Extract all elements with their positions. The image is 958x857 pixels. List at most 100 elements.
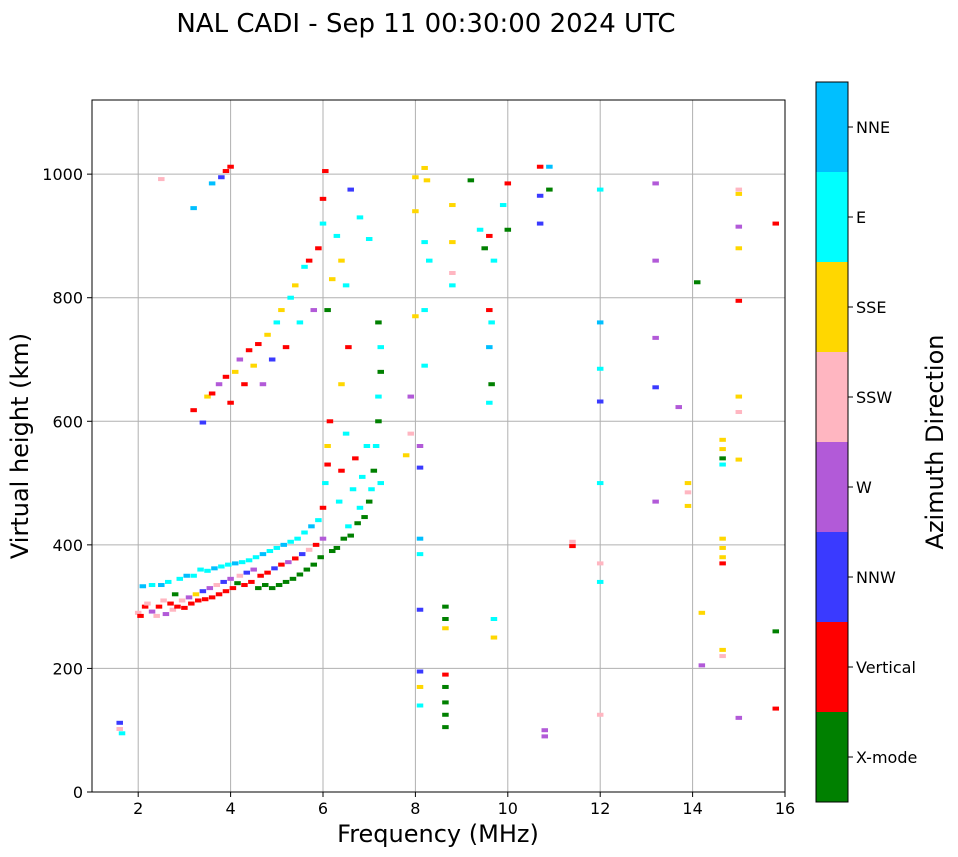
data-point-nne bbox=[211, 566, 218, 571]
data-point-vertical bbox=[241, 382, 248, 387]
data-point-sse bbox=[412, 314, 419, 319]
data-point-e bbox=[294, 536, 301, 541]
data-point-x-mode bbox=[693, 280, 701, 285]
data-point-e bbox=[377, 481, 384, 486]
data-point-sse bbox=[490, 635, 498, 640]
data-point-vertical bbox=[719, 561, 726, 566]
data-point-vertical bbox=[326, 419, 334, 424]
data-points bbox=[116, 164, 780, 739]
data-point-nne bbox=[183, 573, 190, 578]
data-point-e bbox=[342, 431, 350, 436]
y-tick-label: 200 bbox=[52, 659, 83, 678]
data-point-vertical bbox=[305, 258, 313, 263]
data-point-sse bbox=[412, 175, 419, 180]
data-point-e bbox=[356, 505, 364, 510]
data-point-nnw bbox=[416, 607, 424, 612]
data-point-e bbox=[322, 481, 329, 486]
data-point-x-mode bbox=[504, 227, 512, 232]
data-point-sse bbox=[698, 610, 706, 615]
data-point-e bbox=[490, 617, 498, 621]
data-point-x-mode bbox=[377, 369, 384, 374]
plot-area: 2 4 6 8 10 12 14 16 0 200 400 600 800 1000 bbox=[42, 99, 795, 818]
data-point-nnw bbox=[218, 175, 225, 180]
data-point-e bbox=[375, 394, 382, 399]
colorbar-tick-label: W bbox=[856, 478, 872, 497]
data-point-w bbox=[652, 258, 659, 263]
data-point-x-mode bbox=[282, 579, 290, 584]
data-point-x-mode bbox=[333, 545, 341, 550]
data-point-nnw bbox=[298, 552, 306, 557]
data-point-vertical bbox=[772, 221, 780, 226]
data-point-e bbox=[359, 474, 366, 479]
data-point-vertical bbox=[222, 589, 230, 594]
data-point-vertical bbox=[229, 586, 237, 591]
data-point-ssw bbox=[596, 712, 604, 717]
data-point-vertical bbox=[319, 196, 327, 201]
data-point-sse bbox=[684, 503, 692, 508]
data-point-w bbox=[259, 382, 267, 387]
data-point-vertical bbox=[167, 601, 174, 606]
colorbar-segment bbox=[816, 82, 848, 172]
data-point-w bbox=[185, 595, 193, 600]
data-point-e bbox=[335, 499, 343, 504]
data-point-nnw bbox=[416, 465, 424, 470]
data-point-e bbox=[345, 524, 352, 529]
data-point-ssw bbox=[684, 490, 692, 495]
data-point-vertical bbox=[208, 391, 216, 396]
data-point-x-mode bbox=[375, 320, 382, 325]
data-point-nne bbox=[208, 181, 216, 186]
data-point-nne bbox=[158, 583, 165, 588]
y-axis-ticks: 0 200 400 600 800 1000 bbox=[42, 165, 92, 802]
data-point-w bbox=[148, 609, 156, 614]
data-point-e bbox=[301, 530, 308, 535]
colorbar-tick-label: E bbox=[856, 208, 866, 227]
plot-frame bbox=[91, 99, 786, 793]
data-point-w bbox=[675, 405, 682, 410]
data-point-e bbox=[421, 363, 428, 368]
data-point-x-mode bbox=[347, 533, 354, 538]
data-point-x-mode bbox=[234, 581, 241, 586]
data-point-e bbox=[365, 237, 373, 242]
data-point-sse bbox=[719, 437, 726, 442]
data-point-e bbox=[421, 308, 428, 313]
data-point-vertical bbox=[504, 181, 512, 186]
data-point-vertical bbox=[278, 562, 285, 567]
data-point-vertical bbox=[222, 169, 230, 174]
data-point-nnw bbox=[596, 399, 604, 404]
data-point-sse bbox=[324, 444, 331, 448]
data-point-e bbox=[363, 444, 371, 448]
data-point-e bbox=[204, 568, 211, 573]
data-point-x-mode bbox=[442, 700, 449, 705]
data-point-vertical bbox=[137, 613, 144, 618]
data-point-vertical bbox=[215, 592, 223, 597]
data-point-e bbox=[238, 560, 246, 565]
data-point-nne bbox=[259, 552, 267, 557]
data-point-x-mode bbox=[488, 382, 495, 387]
y-tick-label: 1000 bbox=[42, 165, 83, 184]
data-point-sse bbox=[412, 209, 419, 214]
colorbar-tick-label: NNW bbox=[856, 568, 896, 587]
data-point-w bbox=[227, 576, 234, 581]
data-point-vertical bbox=[322, 169, 329, 174]
data-point-ssw bbox=[116, 726, 123, 731]
data-point-vertical bbox=[312, 542, 320, 547]
data-point-sse bbox=[416, 684, 424, 689]
data-point-sse bbox=[719, 536, 726, 541]
data-point-vertical bbox=[188, 601, 195, 606]
colorbar-segment bbox=[816, 622, 848, 712]
data-point-e bbox=[273, 545, 281, 550]
data-point-sse bbox=[292, 283, 299, 288]
data-point-sse bbox=[423, 178, 431, 183]
data-point-vertical bbox=[486, 308, 493, 313]
data-point-vertical bbox=[442, 672, 449, 677]
data-point-e bbox=[476, 227, 484, 232]
data-point-vertical bbox=[772, 706, 780, 711]
data-point-e bbox=[596, 481, 604, 486]
x-tick-label: 8 bbox=[410, 799, 420, 818]
data-point-e bbox=[426, 258, 433, 263]
data-point-x-mode bbox=[361, 515, 368, 520]
data-point-x-mode bbox=[442, 684, 449, 689]
x-tick-label: 2 bbox=[133, 799, 143, 818]
data-point-vertical bbox=[208, 595, 216, 600]
data-point-sse bbox=[735, 191, 743, 196]
